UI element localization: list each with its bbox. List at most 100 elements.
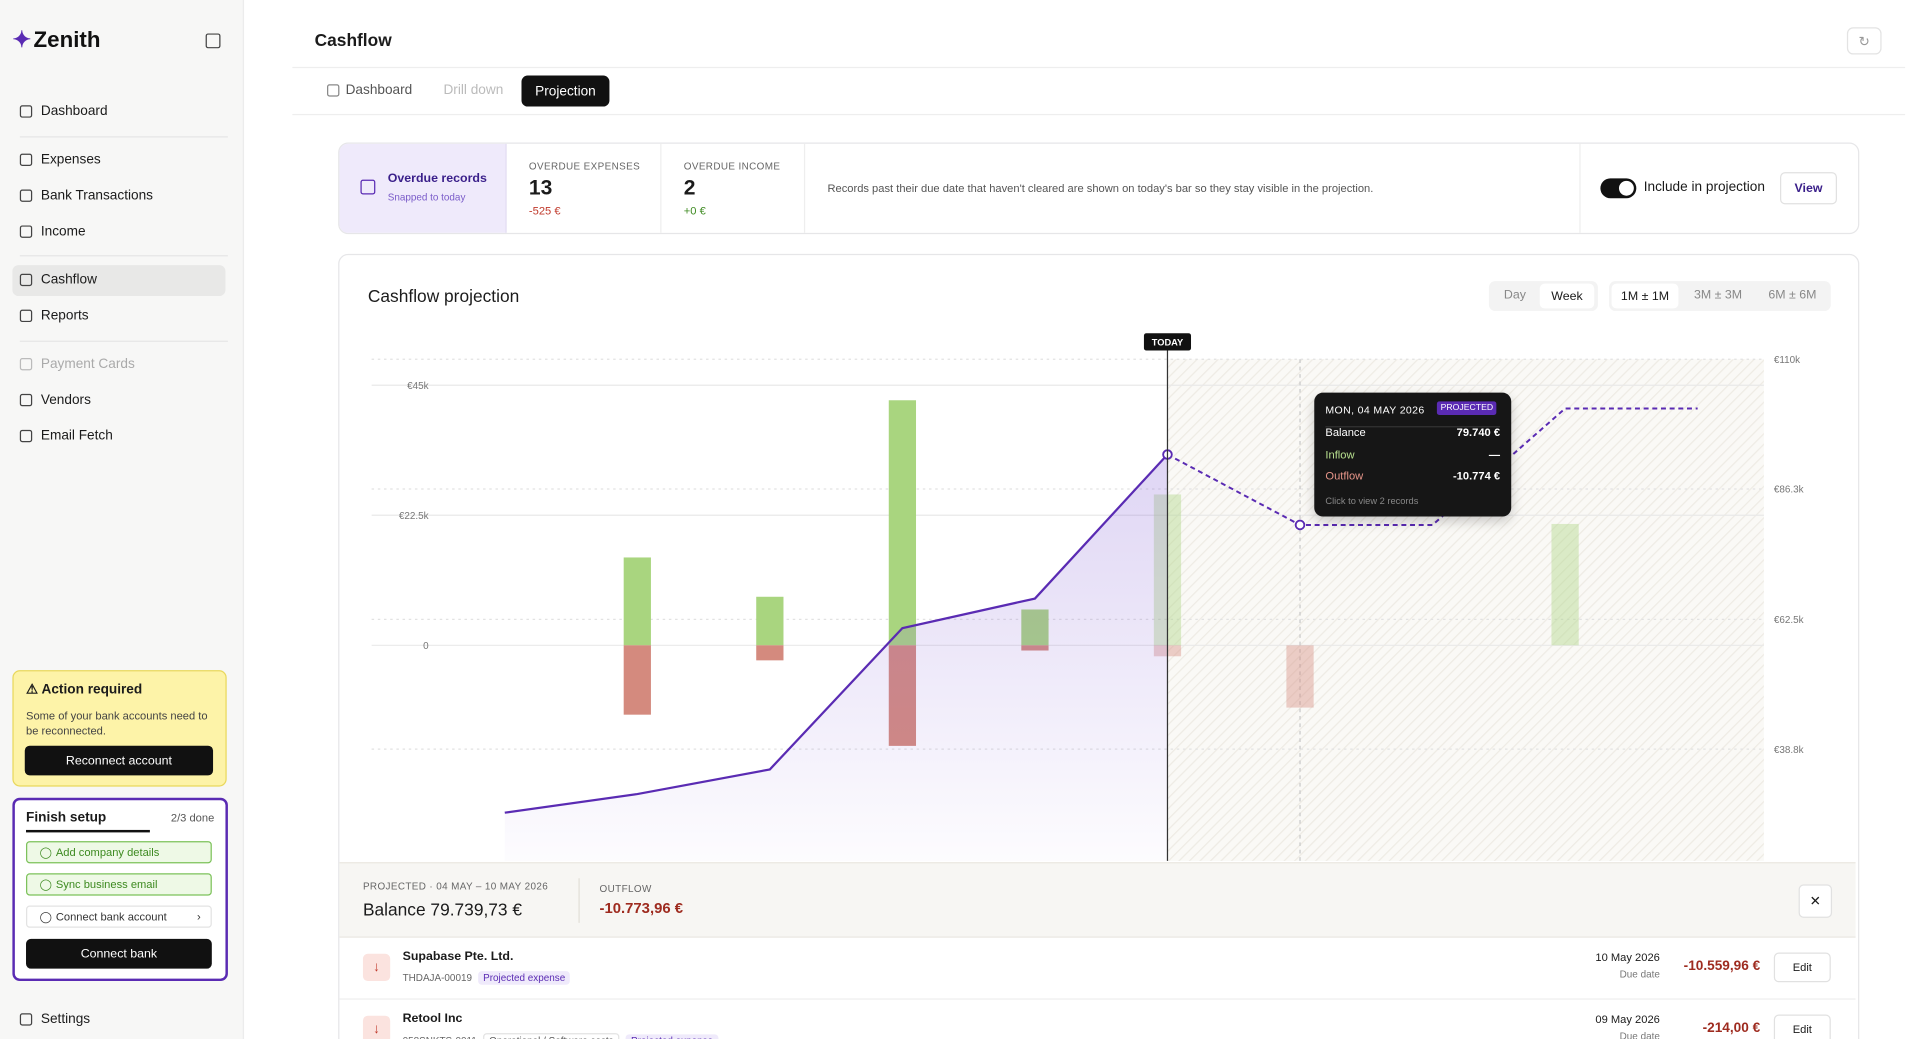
record-row[interactable]: ↓ Supabase Pte. Ltd. THDAJA-00019 Projected… [339,936,1856,1000]
divider [660,143,662,233]
nav-item[interactable]: Vendors [19,392,91,408]
bar [756,596,784,646]
tooltip-key: Balance [1325,426,1366,439]
nav-item[interactable]: Cashflow [19,273,97,287]
nav-item[interactable]: Settings [19,1012,91,1027]
nav-label: Reports [40,308,89,324]
detail-panel: PROJECTED · 04 MAY – 10 MAY 2026 Balance… [339,862,1856,938]
bar [1286,645,1314,708]
nav-label: Vendors [40,392,91,408]
edit-button[interactable]: Edit [1773,952,1831,983]
nav-item[interactable]: Email Fetch [19,429,113,443]
collapse[interactable] [205,33,221,49]
bar [623,645,651,715]
record-date: 09 May 2026 [1595,1013,1660,1026]
balance-area [504,454,1168,861]
separator [19,255,228,257]
record-code: 058SNKTS-0011 [403,1036,477,1039]
brand-name: Zenith [33,27,101,53]
income-label: OVERDUE INCOME [683,161,781,173]
panel-outflow: -10.773,96 € [599,899,684,917]
tab[interactable]: Drill down [443,82,504,98]
setup-item[interactable]: ◯ Sync business email [26,873,212,896]
expenses-label: OVERDUE EXPENSES [528,161,641,173]
balance-point [1294,519,1306,531]
y2-tick-label: €38.8k [1774,745,1804,756]
balance-line-projected [1167,407,1698,526]
y2-tick-label: €86.3k [1774,485,1804,496]
record-meta: THDAJA-00019 Projected expense [403,971,571,985]
nav-item[interactable]: Dashboard [19,104,108,119]
nav-item[interactable]: Income [19,224,86,240]
nav-label: Settings [40,1012,91,1027]
refresh[interactable]: ↻ [1846,27,1882,55]
y2-tick-label: €62.5k [1774,615,1804,626]
divider [292,66,1906,69]
record-code: THDAJA-00019 [402,972,472,984]
divider [1325,426,1501,428]
toggle-label: Include in projection [1643,179,1765,195]
bar [623,557,651,646]
view-button[interactable]: View [1780,172,1837,205]
record-tag: Operational / Software costs [482,1033,620,1039]
granularity-option[interactable]: Day [1503,288,1526,303]
expenses-amount: -525 € [528,204,561,217]
nav-label: Income [40,224,86,240]
tab-active[interactable]: Projection [521,75,610,107]
separator [19,136,228,138]
toggle[interactable] [1600,178,1637,199]
range-option[interactable]: 6M ± 6M [1768,288,1817,303]
setup-item-label: Connect bank account [55,910,167,923]
tooltip-hint: Click to view 2 records [1325,495,1419,507]
record-row[interactable]: ↓ Retool Inc 058SNKTS-0011 Operational / So… [339,998,1855,1039]
range-option[interactable]: 3M ± 3M [1694,288,1743,303]
nav-item[interactable]: Expenses [19,152,101,168]
setup-item[interactable]: ◯ Connect bank account › [26,905,212,928]
tooltip: MON, 04 MAY 2026 PROJECTED Balance 79.74… [1314,392,1512,517]
calendar-icon [360,179,376,195]
alert: ⚠ Action required Some of your bank acco… [12,670,227,787]
record-name: Retool Inc [402,1012,463,1026]
close[interactable]: ✕ [1798,884,1833,918]
overdue-title: Overdue records [387,172,487,186]
record-meta: 058SNKTS-0011 Operational / Software cost… [403,1033,719,1039]
expenses-count: 13 [528,175,553,200]
balance-line [504,453,1169,814]
nav-item[interactable]: Bank Transactions [19,188,153,203]
tooltip-value: 79.740 € [1456,426,1501,439]
bar [888,400,917,646]
overdue-card: Overdue records Snapped to today OVERDUE… [338,142,1860,235]
reconnect-button[interactable]: Reconnect account [24,745,214,776]
nav-label: Dashboard [40,104,108,119]
sidebar: ✦ Zenith Dashboard Expenses Bank Transact… [0,0,245,1039]
record-icon: ↓ [362,953,391,982]
chart-title: Cashflow projection [367,286,520,306]
tooltip-key: Inflow [1325,448,1355,461]
divider [1579,143,1581,233]
tooltip-value: — [1488,448,1501,461]
y-tick-label: 0 [423,641,429,652]
record-amount: -214,00 € [1702,1020,1761,1036]
tab[interactable]: Dashboard [327,83,412,98]
nav-item[interactable]: Payment Cards [19,357,135,372]
active-bg [12,265,226,297]
edit-button[interactable]: Edit [1773,1014,1831,1039]
panel-balance: Balance 79.739,73 € [362,899,523,920]
record-icon: ↓ [362,1015,391,1039]
tooltip-badge: PROJECTED [1436,401,1497,415]
nav-label: Expenses [40,152,101,168]
nav-item[interactable]: Reports [19,308,89,324]
record-date-label: Due date [1619,1030,1660,1039]
record-name: Supabase Pte. Ltd. [402,950,514,964]
setup-item-label: Add company details [55,846,160,859]
granularity-active[interactable]: Week [1539,283,1595,309]
divider [578,878,580,923]
divider [292,113,1906,116]
alert-text: Some of your bank accounts need to be re… [26,709,208,738]
range-active[interactable]: 1M ± 1M [1611,283,1679,309]
setup-item[interactable]: ◯ Add company details [26,841,212,864]
divider [803,143,806,233]
setup: Finish setup 2/3 done ◯ Add company deta… [12,797,228,982]
connect-button[interactable]: Connect bank [26,938,212,969]
